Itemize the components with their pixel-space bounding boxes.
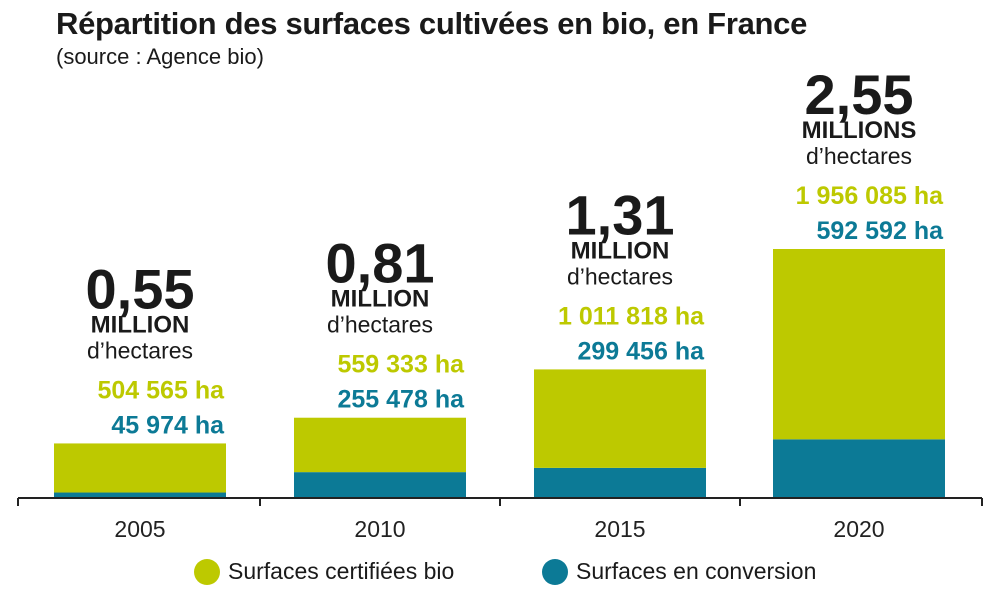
bar-certified-2010	[294, 417, 466, 473]
legend-swatch-conversion	[542, 558, 568, 585]
total-unit-2020: MILLIONS	[802, 117, 917, 144]
total-sub-2005: d’hectares	[87, 337, 193, 363]
bar-certified-2005	[54, 443, 226, 493]
x-tick-label-2015: 2015	[594, 516, 645, 542]
total-value-2015: 1,31	[566, 183, 675, 246]
data-label-certified-2005: 504 565 ha	[98, 376, 226, 404]
total-sub-2010: d’hectares	[327, 312, 433, 338]
x-tick-label-2020: 2020	[833, 516, 884, 542]
bar-conversion-2005	[54, 492, 226, 497]
total-unit-2010: MILLION	[331, 286, 430, 313]
legend-label-certified: Surfaces certifiées bio	[228, 558, 455, 584]
data-label-certified-2020: 1 956 085 ha	[796, 182, 944, 210]
bar-certified-2015	[534, 369, 706, 468]
chart-title: Répartition des surfaces cultivées en bi…	[56, 6, 808, 41]
total-sub-2015: d’hectares	[567, 263, 673, 289]
chart-source: (source : Agence bio)	[56, 44, 264, 69]
bar-certified-2020	[773, 249, 945, 440]
bar-conversion-2010	[294, 472, 466, 497]
data-label-conversion-2005: 45 974 ha	[111, 411, 225, 439]
legend-label-conversion: Surfaces en conversion	[576, 558, 817, 584]
x-tick-label-2005: 2005	[114, 516, 165, 542]
data-label-conversion-2020: 592 592 ha	[817, 217, 945, 245]
total-value-2005: 0,55	[86, 257, 195, 320]
total-unit-2015: MILLION	[571, 237, 670, 264]
total-unit-2005: MILLION	[91, 311, 190, 338]
legend-item-certified: Surfaces certifiées bio	[194, 558, 454, 585]
data-label-certified-2010: 559 333 ha	[338, 351, 466, 379]
legend-item-conversion: Surfaces en conversion	[542, 558, 816, 585]
data-label-conversion-2010: 255 478 ha	[338, 386, 466, 414]
data-label-conversion-2015: 299 456 ha	[578, 337, 706, 365]
data-label-certified-2015: 1 011 818 ha	[558, 302, 705, 330]
total-value-2020: 2,55	[805, 63, 914, 126]
total-value-2010: 0,81	[326, 232, 435, 295]
legend-swatch-certified	[194, 558, 220, 585]
bar-conversion-2020	[773, 439, 945, 497]
x-tick-label-2010: 2010	[354, 516, 405, 542]
total-sub-2020: d’hectares	[806, 143, 912, 169]
bar-conversion-2015	[534, 467, 706, 497]
